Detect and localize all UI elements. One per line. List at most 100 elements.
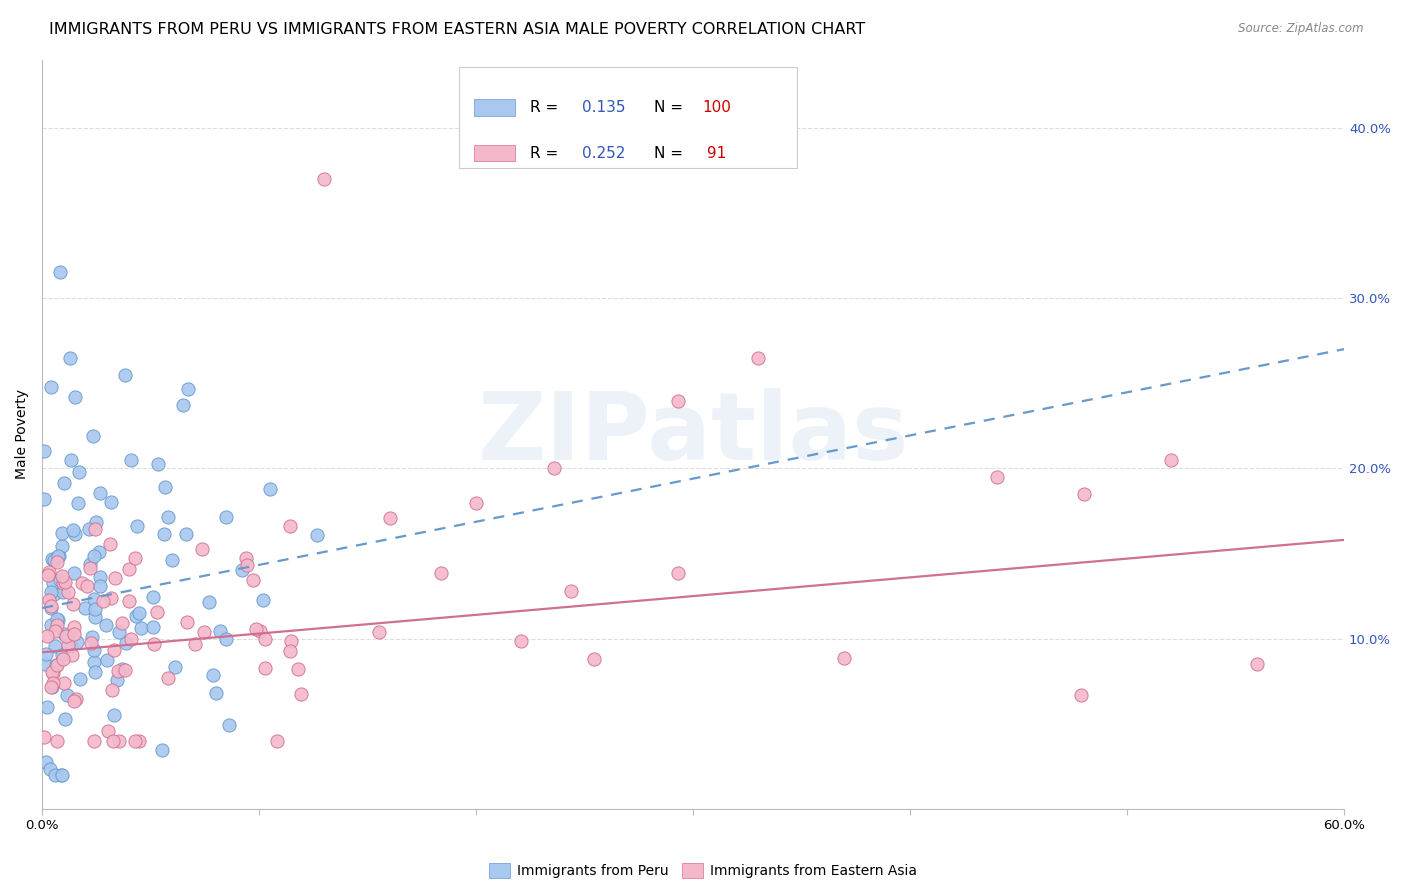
Point [52, 585, 75, 599]
Point [49, 768, 72, 782]
Point [986, 470, 1008, 484]
Point [83, 602, 105, 616]
Point [103, 707, 125, 722]
Point [215, 509, 238, 524]
Point [51, 526, 73, 541]
Text: N =: N = [654, 145, 688, 161]
Point [128, 606, 150, 620]
Point [53, 574, 76, 589]
Point [193, 624, 215, 639]
Point [67, 465, 90, 479]
Point [184, 636, 207, 650]
Point [249, 624, 271, 638]
Point [45, 658, 67, 673]
Point [118, 562, 141, 576]
Point [176, 615, 198, 630]
Point [39, 585, 62, 599]
Point [55, 629, 77, 643]
Point [41, 665, 63, 680]
Point [63, 527, 86, 541]
Point [114, 636, 136, 650]
Point [84, 521, 107, 535]
Text: 91: 91 [702, 145, 727, 161]
Point [509, 634, 531, 648]
Point [197, 595, 219, 609]
Point [129, 621, 152, 635]
Point [49, 573, 72, 587]
Point [67, 496, 90, 510]
Point [45, 658, 67, 673]
FancyBboxPatch shape [474, 99, 515, 116]
Text: 0.135: 0.135 [582, 100, 626, 115]
Y-axis label: Male Poverty: Male Poverty [15, 389, 30, 479]
Point [41, 601, 63, 615]
Point [266, 734, 288, 748]
Point [69, 672, 91, 686]
Point [259, 482, 281, 496]
Text: 0.252: 0.252 [582, 145, 626, 161]
Point [77, 522, 100, 536]
Point [118, 593, 141, 607]
Point [314, 171, 336, 186]
Point [46, 613, 69, 627]
Point [89, 579, 111, 593]
Point [245, 622, 267, 636]
Text: ZIPatlas: ZIPatlas [478, 388, 908, 480]
Point [51, 539, 73, 553]
Point [48, 265, 70, 279]
Point [100, 591, 122, 605]
Point [84, 665, 107, 680]
Point [111, 616, 134, 631]
Point [58, 585, 80, 599]
Point [153, 480, 176, 494]
Point [38, 565, 60, 579]
Point [111, 662, 134, 676]
Point [46, 612, 69, 626]
Point [35, 699, 58, 714]
Point [38, 763, 60, 777]
Point [278, 644, 301, 658]
Point [146, 457, 169, 471]
Point [280, 633, 302, 648]
Point [63, 566, 86, 581]
Text: N =: N = [654, 100, 688, 115]
Point [127, 519, 149, 533]
Point [60, 648, 83, 662]
Point [430, 566, 453, 580]
Point [82, 630, 104, 644]
Point [42, 675, 65, 690]
Point [278, 518, 301, 533]
Point [252, 593, 274, 607]
Point [832, 650, 855, 665]
Point [97, 724, 120, 739]
Point [83, 655, 105, 669]
Point [142, 620, 165, 634]
Point [1073, 487, 1095, 501]
Point [44, 624, 66, 639]
Point [65, 390, 87, 404]
Point [52, 576, 75, 591]
Point [747, 351, 769, 365]
Point [204, 686, 226, 700]
Point [46, 549, 69, 563]
Point [202, 668, 225, 682]
Point [53, 476, 76, 491]
Point [543, 460, 565, 475]
Point [307, 528, 329, 542]
Point [41, 575, 63, 590]
Point [37, 568, 59, 582]
Point [367, 624, 389, 639]
Point [218, 718, 240, 732]
Point [63, 626, 86, 640]
Point [52, 652, 75, 666]
Point [76, 579, 98, 593]
Point [208, 624, 231, 638]
Point [94, 618, 117, 632]
Point [34, 731, 56, 745]
Point [62, 694, 84, 708]
FancyBboxPatch shape [458, 67, 797, 169]
Point [105, 673, 128, 687]
Point [45, 618, 67, 632]
Point [103, 643, 125, 657]
Point [83, 609, 105, 624]
